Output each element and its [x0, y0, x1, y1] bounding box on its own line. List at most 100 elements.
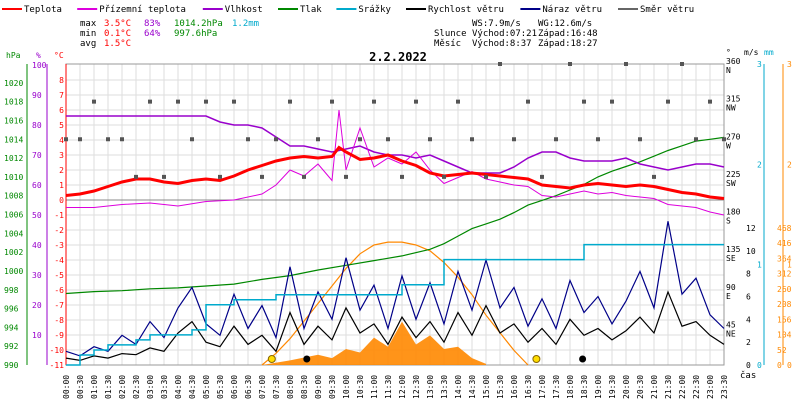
pressure-tick-label: 998 [4, 286, 19, 295]
x-tick-label: 13:30 [440, 375, 449, 399]
grid [65, 63, 725, 366]
sun-marker [532, 355, 541, 363]
x-tick-label: 06:00 [230, 375, 239, 399]
wind-tick-label: 4 [746, 315, 751, 324]
x-tick-label: 21:30 [664, 375, 673, 399]
wind-direction-point [652, 174, 656, 179]
temperature-tick-label: -7 [54, 301, 64, 310]
temperature-tick-label: -6 [54, 286, 64, 295]
wind-direction-point [204, 99, 208, 104]
sun-tick-label: 312 [777, 270, 792, 279]
pressure-tick-label: 1010 [4, 173, 23, 182]
x-tick-label: 19:30 [608, 375, 617, 399]
wind-tick-label: 12 [746, 224, 756, 233]
axes: 00:00 00:30 01:00 01:30 02:00 02:30 03:00 03:30… [4, 48, 792, 399]
x-tick-label: 17:00 [538, 375, 547, 399]
rain-tick-label: 2 [757, 160, 762, 169]
temperature-tick-label: 0 [59, 196, 64, 205]
stats-min-temp: 0.1°C [104, 29, 131, 39]
wind-direction-point [176, 99, 180, 104]
wind-direction-point [218, 174, 222, 179]
sun-tick-label: 104 [777, 331, 792, 340]
x-tick-label: 06:30 [244, 375, 253, 399]
rain-tick-label: 0 [757, 361, 762, 370]
temperature-tick-label: -8 [54, 316, 64, 325]
series-sun-area [262, 321, 486, 365]
stats-avg-temp: 1.5°C [104, 39, 131, 49]
wind-direction-point [582, 99, 586, 104]
legend-label: Srážky [358, 5, 391, 15]
temperature-tick-label: -1 [54, 211, 64, 220]
sun-tick-label: 0 [777, 361, 782, 370]
wind-direction-point [148, 99, 152, 104]
wind-direction-point [232, 99, 236, 104]
x-tick-label: 09:00 [314, 375, 323, 399]
pressure-axis-unit: hPa [6, 51, 21, 60]
wind-direction-point [190, 137, 194, 142]
pressure-tick-label: 1020 [4, 79, 23, 88]
direction-tick-label: N [726, 66, 731, 75]
wind-tick-label: 6 [746, 293, 751, 302]
pressure-tick-label: 1008 [4, 192, 23, 201]
series-layer [64, 62, 726, 366]
wind-direction-point [372, 99, 376, 104]
wind-direction-point [162, 174, 166, 179]
legend-label: Přízemní teplota [99, 5, 186, 15]
wind-direction-point [64, 137, 68, 142]
temperature-tick-label: 3 [59, 151, 64, 160]
direction-tick-label: S [726, 217, 731, 226]
wind-direction-point [316, 137, 320, 142]
pressure-tick-label: 1014 [4, 135, 23, 144]
wind-direction-point [638, 137, 642, 142]
stats-max-hum: 83% [144, 19, 161, 29]
humidity-tick-label: 40 [32, 241, 42, 250]
moonset-value: Západ:18:27 [538, 39, 598, 49]
x-tick-label: 12:30 [412, 375, 421, 399]
sun-rain-tick-label: 3 [787, 60, 792, 69]
temperature-tick-label: -11 [50, 361, 65, 370]
direction-tick-value: 135 [726, 245, 741, 254]
wind-direction-point [106, 137, 110, 142]
temperature-tick-label: 8 [59, 76, 64, 85]
x-tick-label: 13:00 [426, 375, 435, 399]
wind-tick-label: 8 [746, 270, 751, 279]
series-nrazvtru [65, 221, 725, 357]
x-tick-label: 11:00 [370, 375, 379, 399]
legend-label: Rychlost větru [428, 5, 504, 15]
stats-min-press: 997.6hPa [174, 29, 217, 39]
x-tick-label: 16:00 [510, 375, 519, 399]
sun-tick-label: 156 [777, 315, 792, 324]
wind-tick-label: 2 [746, 338, 751, 347]
temperature-tick-label: 4 [59, 136, 64, 145]
wg-value: WG:12.6m/s [538, 19, 592, 29]
sun-rain-tick-label: 1 [787, 261, 792, 270]
humidity-tick-label: 10 [32, 331, 42, 340]
x-tick-label: 22:00 [678, 375, 687, 399]
wind-tick-label: 10 [746, 247, 756, 256]
wind-direction-point [442, 174, 446, 179]
x-tick-label: 05:30 [216, 375, 225, 399]
x-tick-label: 00:00 [62, 375, 71, 399]
sun-tick-label: 416 [777, 239, 792, 248]
temperature-tick-label: 2 [59, 166, 64, 175]
direction-tick-value: 90 [726, 283, 736, 292]
pressure-tick-label: 1006 [4, 211, 23, 220]
temperature-tick-label: -4 [54, 256, 64, 265]
x-tick-label: 18:30 [580, 375, 589, 399]
wind-direction-point [484, 174, 488, 179]
sun-tick-label: 364 [777, 254, 792, 263]
temperature-tick-label: -10 [50, 346, 65, 355]
wind-direction-point [610, 99, 614, 104]
x-tick-label: 01:30 [104, 375, 113, 399]
legend-label: Vlhkost [225, 5, 263, 15]
humidity-tick-label: 70 [32, 151, 42, 160]
x-tick-label: 10:00 [342, 375, 351, 399]
wind-tick-label: 0 [746, 361, 751, 370]
sunrise-value: Východ:07:21 [472, 29, 537, 39]
wind-direction-point [274, 137, 278, 142]
series-tlak [65, 136, 725, 295]
sun-label: Slunce [434, 29, 467, 39]
moon-label: Měsíc [434, 39, 461, 49]
chart-title: 2.2.2022 [369, 50, 427, 64]
